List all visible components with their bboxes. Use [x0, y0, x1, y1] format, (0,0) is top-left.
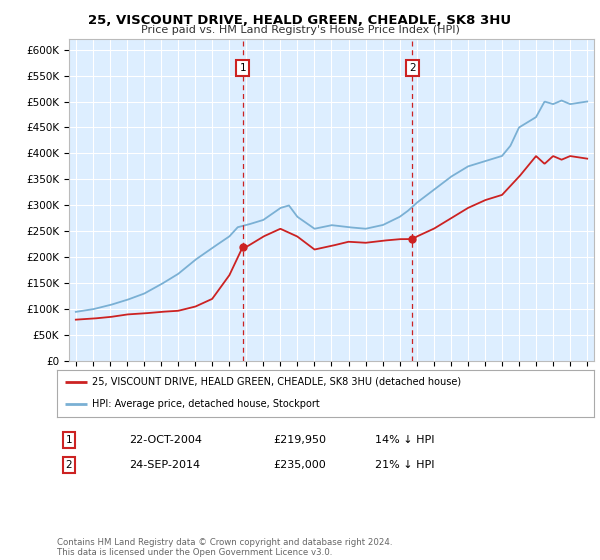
- Text: £219,950: £219,950: [273, 435, 326, 445]
- Text: Price paid vs. HM Land Registry's House Price Index (HPI): Price paid vs. HM Land Registry's House …: [140, 25, 460, 35]
- Text: 21% ↓ HPI: 21% ↓ HPI: [375, 460, 434, 470]
- Text: 25, VISCOUNT DRIVE, HEALD GREEN, CHEADLE, SK8 3HU (detached house): 25, VISCOUNT DRIVE, HEALD GREEN, CHEADLE…: [92, 376, 461, 386]
- Text: 22-OCT-2004: 22-OCT-2004: [129, 435, 202, 445]
- Text: 1: 1: [239, 63, 246, 73]
- Text: 1: 1: [65, 435, 73, 445]
- Text: 24-SEP-2014: 24-SEP-2014: [129, 460, 200, 470]
- Text: 2: 2: [65, 460, 73, 470]
- Text: £235,000: £235,000: [273, 460, 326, 470]
- Text: Contains HM Land Registry data © Crown copyright and database right 2024.
This d: Contains HM Land Registry data © Crown c…: [57, 538, 392, 557]
- Text: 14% ↓ HPI: 14% ↓ HPI: [375, 435, 434, 445]
- Text: HPI: Average price, detached house, Stockport: HPI: Average price, detached house, Stoc…: [92, 399, 320, 409]
- Text: 2: 2: [409, 63, 416, 73]
- Text: 25, VISCOUNT DRIVE, HEALD GREEN, CHEADLE, SK8 3HU: 25, VISCOUNT DRIVE, HEALD GREEN, CHEADLE…: [88, 14, 512, 27]
